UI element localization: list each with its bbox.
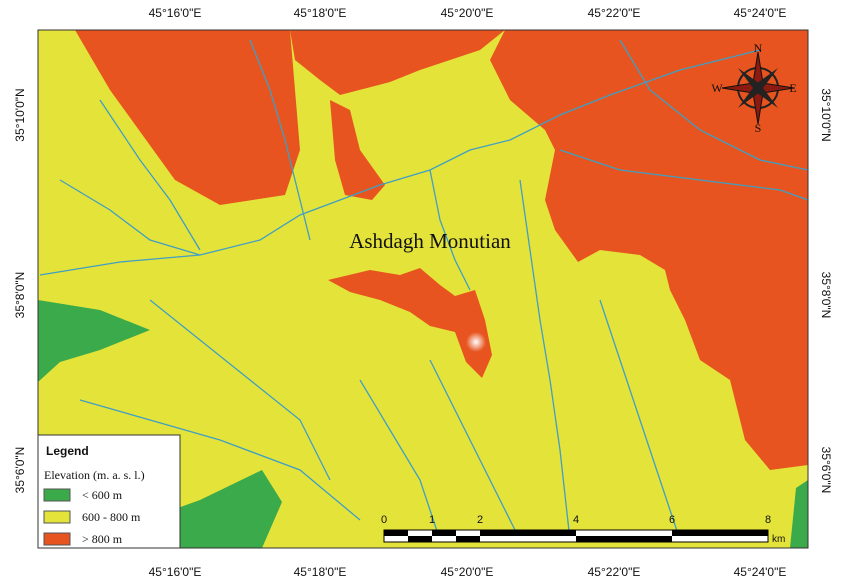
legend-title: Legend bbox=[46, 444, 89, 458]
lat-label: 35°10'0"N bbox=[13, 88, 27, 141]
compass-letter: N bbox=[754, 41, 763, 55]
lon-label: 45°22'0"E bbox=[588, 565, 641, 579]
compass: N S W E bbox=[711, 41, 796, 135]
lon-label: 45°16'0"E bbox=[149, 565, 202, 579]
compass-letter: S bbox=[755, 121, 762, 135]
map-title: Ashdagh Monutian bbox=[349, 229, 511, 253]
legend-swatch bbox=[43, 510, 71, 524]
compass-letter: E bbox=[789, 81, 796, 95]
lon-label: 45°22'0"E bbox=[588, 6, 641, 20]
lat-label: 35°8'0"N bbox=[819, 272, 833, 319]
lat-label: 35°6'0"N bbox=[13, 447, 27, 494]
high-elevation bbox=[328, 268, 492, 378]
high-elevation bbox=[290, 30, 505, 95]
legend-item: 600 - 800 m bbox=[82, 510, 141, 524]
scale-label: 4 bbox=[573, 514, 579, 526]
scale-unit: km bbox=[772, 534, 785, 545]
peak-glow bbox=[466, 332, 486, 352]
lon-label: 45°18'0"E bbox=[294, 6, 347, 20]
lon-label: 45°24'0"E bbox=[734, 565, 787, 579]
lat-label: 35°10'0"N bbox=[819, 88, 833, 141]
high-elevation bbox=[490, 30, 808, 470]
high-elevation bbox=[330, 100, 385, 200]
legend-subtitle: Elevation (m. a. s. l.) bbox=[44, 468, 145, 482]
scale-label: 0 bbox=[381, 514, 387, 526]
lon-label: 45°20'0"E bbox=[441, 565, 494, 579]
map-frame bbox=[37, 29, 809, 549]
legend-swatch bbox=[43, 488, 71, 502]
scale-label: 6 bbox=[669, 514, 675, 526]
scale-label: 1 bbox=[429, 514, 435, 526]
lat-label: 35°8'0"N bbox=[13, 272, 27, 319]
scale-label: 2 bbox=[477, 514, 483, 526]
lon-label: 45°18'0"E bbox=[294, 565, 347, 579]
high-elevation bbox=[75, 30, 300, 205]
scale-bar: 0 1 2 4 6 8 km bbox=[381, 514, 785, 545]
legend-swatch bbox=[43, 532, 71, 546]
legend-item: < 600 m bbox=[82, 488, 123, 502]
rivers bbox=[39, 39, 808, 541]
legend-item: > 800 m bbox=[82, 532, 123, 546]
lat-label: 35°6'0"N bbox=[819, 447, 833, 494]
compass-letter: W bbox=[711, 81, 723, 95]
scale-label: 8 bbox=[765, 514, 771, 526]
lon-label: 45°16'0"E bbox=[149, 6, 202, 20]
low-elevation bbox=[790, 480, 808, 548]
legend: Legend Elevation (m. a. s. l.) < 600 m 6… bbox=[37, 434, 181, 549]
lon-label: 45°24'0"E bbox=[734, 6, 787, 20]
lon-label: 45°20'0"E bbox=[441, 6, 494, 20]
low-elevation bbox=[38, 300, 150, 382]
